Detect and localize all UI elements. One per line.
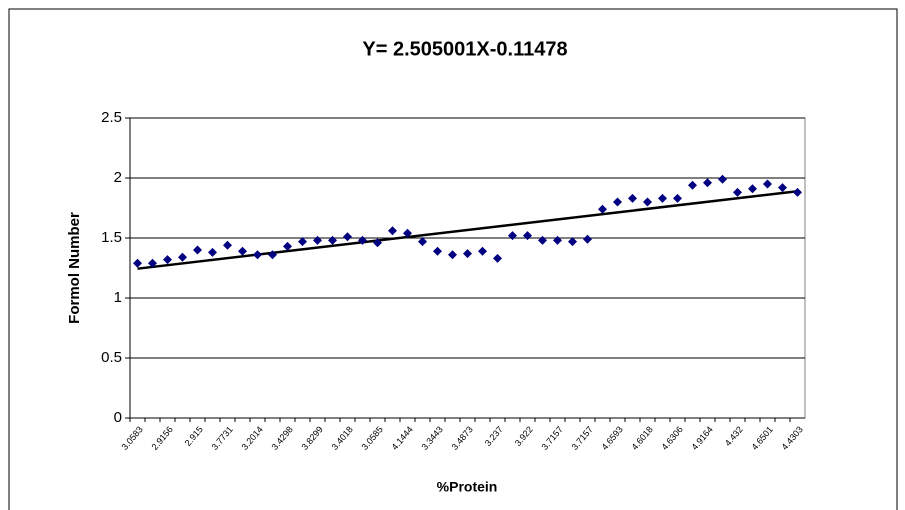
y-tick-label: 0 (114, 409, 122, 426)
data-point (433, 246, 442, 256)
x-axis-title: %Protein (437, 479, 498, 495)
data-point (658, 193, 667, 203)
chart-frame (8, 8, 898, 510)
data-point (463, 249, 472, 259)
data-point (628, 193, 637, 203)
data-point (268, 250, 277, 260)
data-point (778, 183, 787, 193)
data-point (673, 193, 682, 203)
data-point (313, 235, 322, 245)
y-tick-label: 2 (114, 169, 122, 186)
data-point (373, 238, 382, 248)
data-point (223, 240, 232, 250)
data-point (568, 237, 577, 247)
data-point (718, 174, 727, 184)
data-point (598, 204, 607, 214)
data-point (358, 235, 367, 245)
chart-title: Y= 2.505001X-0.11478 (362, 38, 567, 60)
y-tick-label: 2.5 (101, 109, 122, 126)
data-point (748, 184, 757, 194)
data-point (298, 237, 307, 247)
data-point (538, 235, 547, 245)
data-point (208, 247, 217, 257)
data-point (793, 187, 802, 197)
data-point (478, 246, 487, 256)
data-point (643, 197, 652, 207)
data-point (238, 246, 247, 256)
data-point (163, 255, 172, 265)
data-point (418, 237, 427, 247)
data-point (253, 250, 262, 260)
y-axis-title: Formol Number (66, 212, 83, 324)
y-tick-label: 1.5 (101, 229, 122, 246)
data-point (733, 187, 742, 197)
data-point (553, 235, 562, 245)
data-point (178, 252, 187, 262)
y-tick-label: 0.5 (101, 349, 122, 366)
data-point (328, 235, 337, 245)
data-point (763, 179, 772, 189)
data-point (403, 228, 412, 238)
data-point (703, 178, 712, 188)
trendline (137, 190, 798, 270)
data-point (193, 245, 202, 255)
data-point (508, 231, 517, 241)
data-point (283, 241, 292, 251)
data-point (388, 226, 397, 236)
data-point (148, 258, 157, 268)
data-point (343, 232, 352, 242)
data-point (688, 180, 697, 190)
data-point (583, 234, 592, 244)
data-point (613, 197, 622, 207)
data-point (523, 231, 532, 241)
data-point (133, 258, 142, 268)
data-point (448, 250, 457, 260)
y-tick-label: 1 (114, 289, 122, 306)
data-point (493, 253, 502, 263)
